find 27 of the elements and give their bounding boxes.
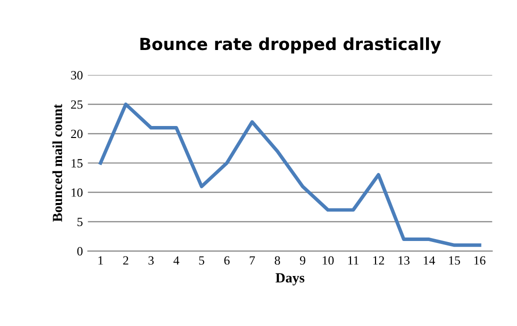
x-tick-label: 8: [274, 256, 280, 265]
x-tick-label: 14: [424, 256, 436, 265]
x-tick-label: 4: [173, 256, 180, 265]
y-tick-label: 30: [71, 71, 83, 80]
y-tick-label: 5: [78, 218, 83, 226]
chart-title: Bounce rate dropped drastically: [140, 37, 441, 54]
x-tick-label: 6: [224, 256, 230, 265]
y-axis-title: Bounced mail count: [52, 104, 62, 222]
x-tick-label: 10: [322, 256, 334, 265]
x-tick-label: 2: [123, 256, 128, 265]
x-tick-label: 16: [474, 256, 486, 265]
line-series: [98, 102, 482, 247]
x-tick-label: 7: [250, 256, 255, 265]
x-tick-label: 3: [148, 256, 154, 265]
y-tick-label: 25: [71, 100, 83, 109]
x-tick-label: 12: [373, 256, 384, 265]
x-axis-title: Days: [276, 273, 304, 286]
x-tick-label: 15: [449, 256, 460, 265]
y-tick-label: 0: [77, 247, 83, 256]
y-tick-label: 10: [72, 188, 83, 197]
x-tick-label: 11: [348, 256, 358, 265]
x-tick-label: 5: [199, 256, 204, 265]
y-tick-label: 20: [71, 130, 83, 138]
x-tick-label: 9: [300, 256, 306, 265]
x-tick-label: 13: [398, 256, 410, 265]
x-tick-label: 1: [98, 256, 103, 265]
y-tick-label: 15: [72, 159, 83, 168]
